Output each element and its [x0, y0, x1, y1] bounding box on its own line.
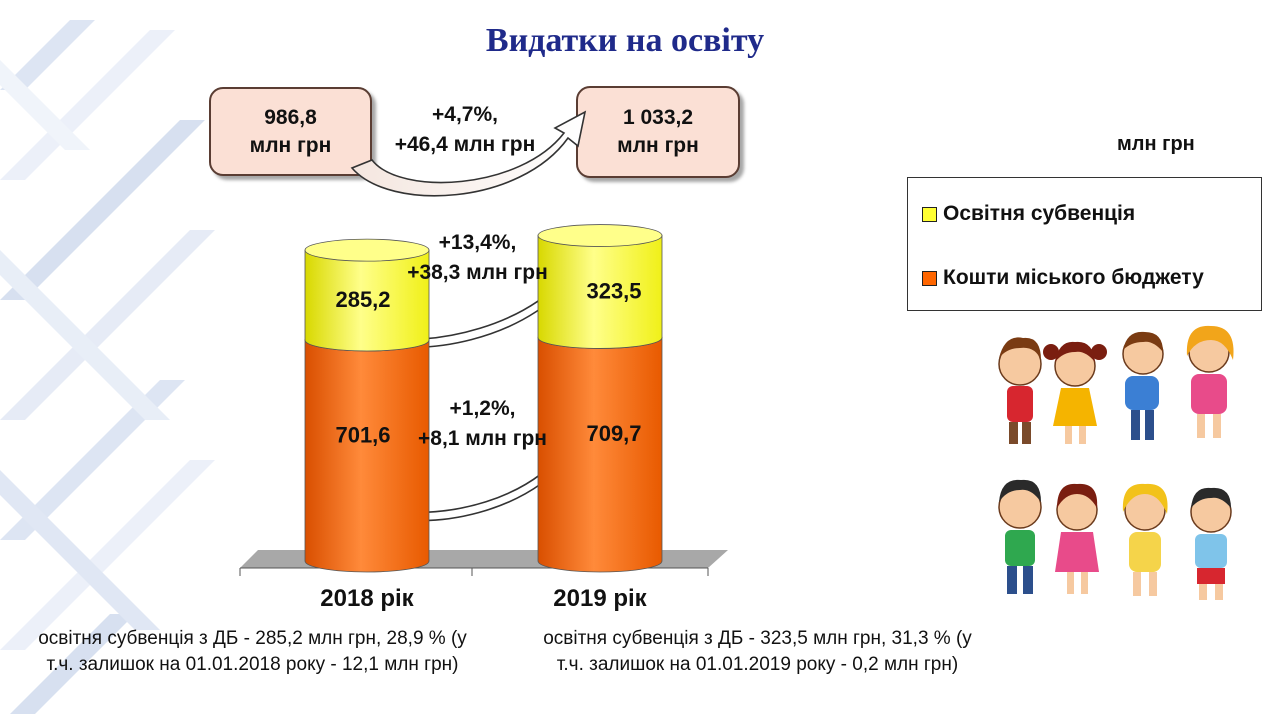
page-title: Видатки на освіту — [485, 22, 765, 59]
bar-cap-subvention-1 — [537, 224, 663, 247]
total-change-label: +4,7%, +46,4 млн грн — [375, 100, 555, 160]
bar-subvention-1 — [537, 235, 663, 349]
note-2018-line2: т.ч. залишок на 01.01.2018 року - 12,1 м… — [46, 654, 459, 675]
data-label-city-budget-1: 709,7 — [586, 421, 641, 446]
bar-city-budget-0 — [304, 339, 430, 573]
child-figure-1 — [998, 337, 1042, 444]
subvention-change-label: +13,4%, +38,3 млн грн — [390, 228, 565, 288]
legend-item-subvention: Освітня субвенція — [922, 202, 1135, 226]
total-2018-unit: млн грн — [249, 133, 332, 157]
legend-swatch-subvention — [922, 206, 937, 222]
city-change-label: +1,2%, +8,1 млн грн — [395, 394, 570, 454]
child-figure-4 — [1186, 325, 1234, 438]
city-change-abs: +8,1 млн грн — [418, 427, 547, 450]
bar-subvention-0 — [304, 249, 430, 352]
bar-city-budget-1 — [537, 337, 663, 573]
note-2018-line1: освітня субвенція з ДБ - 285,2 млн грн, … — [38, 628, 467, 649]
child-figure-8 — [1190, 487, 1232, 600]
total-2018-value: 986,8 — [264, 105, 317, 129]
chart-legend: Освітня субвенція Кошти міського бюджету — [907, 177, 1262, 311]
child-figure-2 — [1043, 341, 1107, 444]
background-stripes — [0, 20, 215, 714]
city-change-pct: +1,2%, — [449, 397, 516, 420]
bar-cap-subvention-0 — [304, 238, 430, 262]
note-2018: освітня субвенція з ДБ - 285,2 млн грн, … — [0, 626, 505, 678]
unit-label: млн грн — [1117, 133, 1195, 155]
total-2019-value: 1 033,2 — [622, 106, 694, 129]
child-figure-3 — [1122, 331, 1164, 440]
legend-swatch-city-budget — [922, 270, 937, 286]
child-figure-5 — [998, 479, 1042, 594]
legend-label-subvention: Освітня субвенція — [943, 202, 1136, 225]
total-2019-unit: млн грн — [617, 134, 699, 157]
child-figure-7 — [1122, 483, 1168, 596]
subvention-change-pct: +13,4%, — [438, 231, 517, 254]
category-label-0: 2018 рік — [320, 585, 414, 612]
data-label-city-budget-0: 701,6 — [335, 422, 390, 447]
legend-label-city-budget: Кошти міського бюджету — [943, 266, 1204, 289]
children-illustration — [998, 325, 1234, 600]
category-label-1: 2019 рік — [553, 585, 647, 612]
child-figure-6 — [1055, 483, 1099, 594]
total-change-abs: +46,4 млн грн — [394, 133, 536, 156]
total-change-pct: +4,7%, — [432, 103, 498, 126]
total-change-arrow — [350, 110, 587, 197]
total-2019-box: 1 033,2 млн грн — [576, 86, 740, 178]
note-2019-line2: т.ч. залишок на 01.01.2019 року - 0,2 мл… — [556, 654, 959, 675]
total-2018-box: 986,8 млн грн — [209, 87, 372, 176]
data-label-subvention-1: 323,5 — [586, 278, 641, 303]
subvention-change-abs: +38,3 млн грн — [407, 261, 548, 284]
note-2019: освітня субвенція з ДБ - 323,5 млн грн, … — [505, 626, 1010, 678]
legend-item-city-budget: Кошти міського бюджету — [922, 266, 1204, 290]
data-label-subvention-0: 285,2 — [335, 287, 390, 312]
note-2019-line1: освітня субвенція з ДБ - 323,5 млн грн, … — [543, 628, 972, 649]
